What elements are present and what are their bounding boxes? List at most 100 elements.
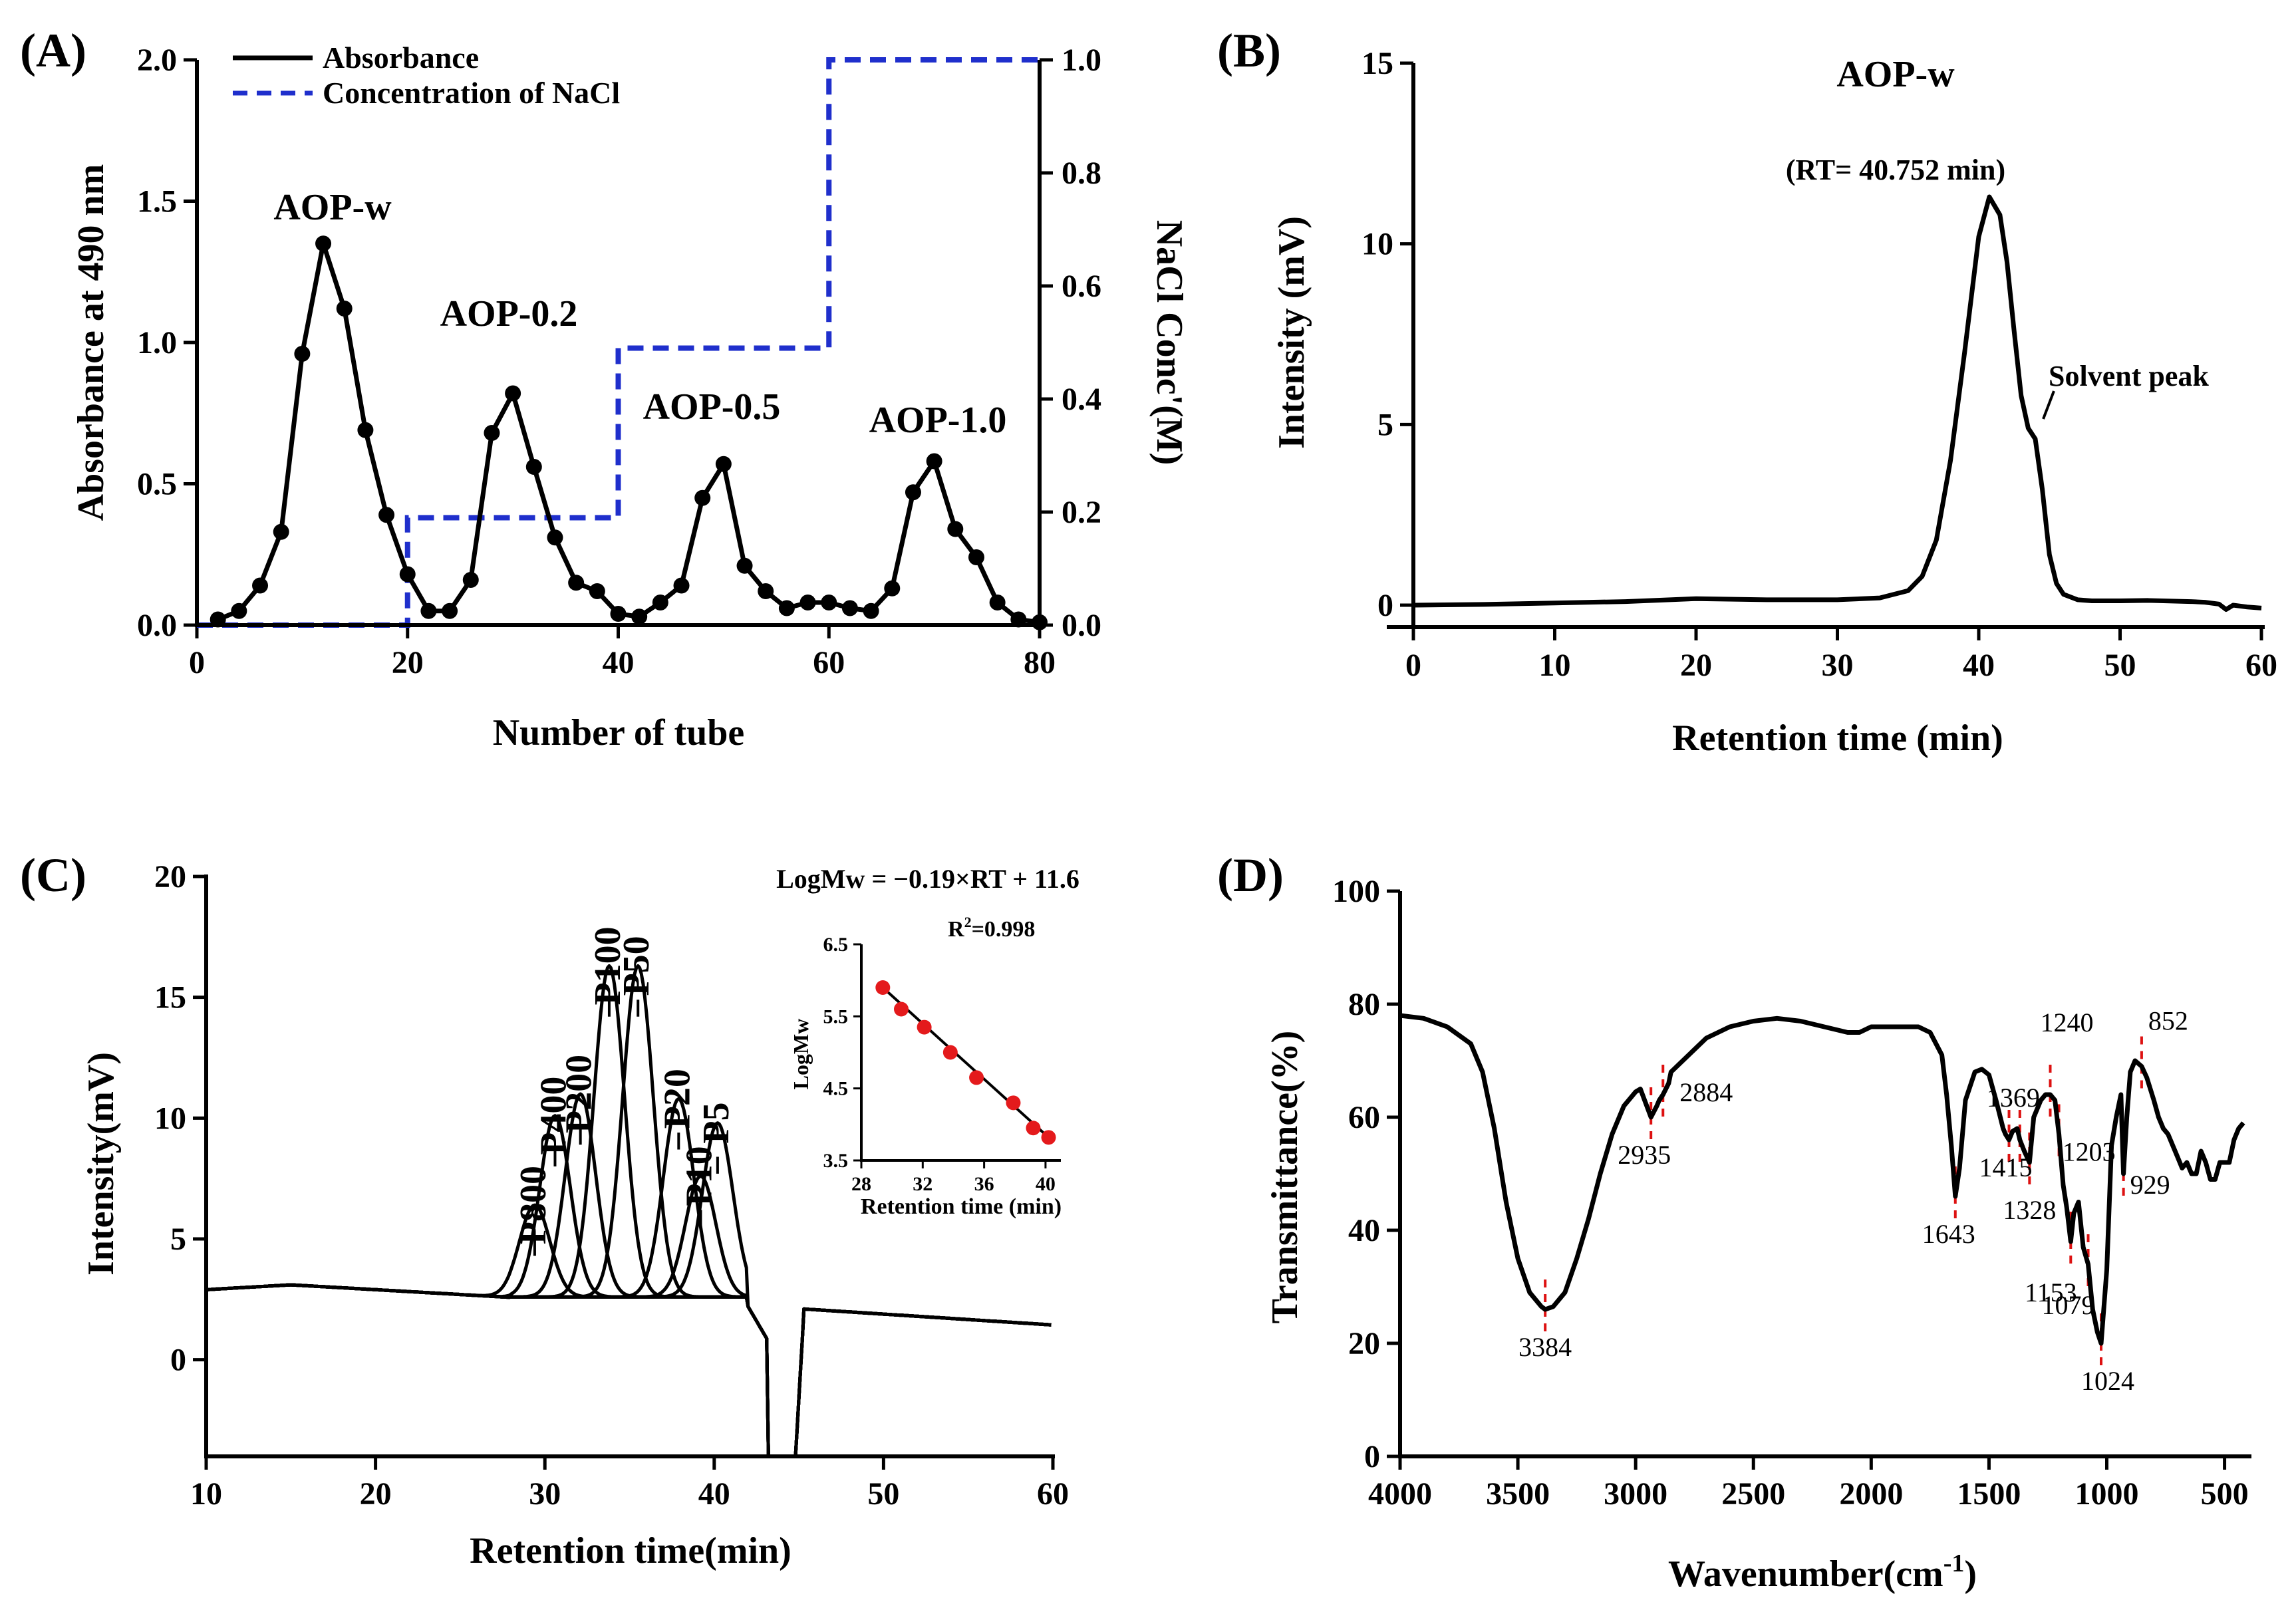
d-xtick-label: 500 (2201, 1476, 2249, 1512)
a-y2tick-label: 0.6 (1062, 269, 1101, 304)
absorbance-point (420, 603, 437, 619)
a-y2tick-label: 0.2 (1062, 495, 1101, 530)
inset-xlabel: Retention time (min) (861, 1194, 1062, 1219)
band-label-1415: 1415 (1979, 1152, 2033, 1182)
a-xtick-label: 60 (813, 645, 845, 680)
d-xtick-label: 3500 (1486, 1476, 1550, 1512)
legend-nacl-label: Concentration of NaCl (323, 76, 620, 110)
standard-label: P200 (559, 1055, 600, 1133)
absorbance-point (484, 425, 500, 441)
annotation-aop-0-5: AOP-0.5 (643, 386, 781, 428)
b-xtick-label: 0 (1405, 648, 1421, 683)
c-xtick-label: 40 (698, 1476, 730, 1512)
d-xtick-label: 3000 (1604, 1476, 1667, 1512)
b-xtick-label: 50 (2104, 648, 2136, 683)
panel-a-y2label: NaCl Conc'(M) (1149, 220, 1190, 466)
b-ytick-label: 5 (1377, 407, 1393, 442)
absorbance-point (399, 566, 416, 583)
absorbance-point (863, 603, 879, 619)
standard-curve-p5 (206, 1121, 1052, 1458)
d-xtick-label: 4000 (1368, 1476, 1432, 1512)
annotation-aop-w-b: AOP-w (1836, 54, 1955, 95)
inset-point (1041, 1130, 1056, 1145)
a-ytick-label: 1.0 (137, 325, 177, 360)
inset-xtick-label: 40 (1036, 1173, 1056, 1195)
c-ytick-label: 5 (170, 1222, 186, 1257)
a-xtick-label: 80 (1024, 645, 1056, 680)
xlabel-sup: -1 (1943, 1549, 1965, 1577)
panel-b: (B) 0 10 20 30 40 50 60 0 5 10 15 Retention time (… (1217, 24, 2277, 759)
absorbance-point (231, 603, 247, 619)
inset-point (969, 1070, 984, 1085)
inset-point (942, 1045, 958, 1060)
band-labels: 3384 2935 2884 1643 1415 1369 1328 1240 1203 1153… (1518, 1006, 2188, 1397)
b-xtick-label: 40 (1963, 648, 1995, 683)
d-ytick-label: 60 (1348, 1100, 1380, 1135)
inset-xtick-label: 36 (974, 1173, 994, 1195)
band-label-1079: 1079 (2042, 1290, 2095, 1320)
standard-label: P10 (678, 1146, 720, 1206)
c-xtick-label: 50 (867, 1476, 899, 1512)
standard-label: P800 (513, 1166, 554, 1244)
r2-prefix: R (948, 917, 964, 942)
a-xtick-label: 40 (603, 645, 635, 680)
absorbance-point (884, 580, 901, 597)
b-ytick-label: 0 (1377, 588, 1393, 623)
inset-point (1026, 1121, 1041, 1136)
inset-ytick-label: 3.5 (823, 1150, 849, 1172)
a-ytick-label: 0.0 (137, 608, 177, 643)
standard-label: P100 (587, 926, 629, 1005)
panel-d-ticks: 4000 3500 3000 2500 2000 1500 1000 500 0 20 40 60 80… (1332, 874, 2249, 1512)
annotation-solvent-peak: Solvent peak (2049, 360, 2209, 392)
c-ytick-label: 10 (154, 1101, 186, 1136)
b-xtick-label: 60 (2245, 648, 2277, 683)
absorbance-point (336, 301, 353, 317)
absorbance-point (905, 484, 921, 501)
xlabel-end: ) (1964, 1553, 1977, 1595)
band-label-1240: 1240 (2041, 1007, 2094, 1037)
band-label-1369: 1369 (1987, 1083, 2040, 1113)
absorbance-point (758, 583, 774, 599)
absorbance-point (378, 507, 395, 523)
calibration-inset: 28 32 36 40 3.5 4.5 5.5 6.5 Retention time (min… (789, 914, 1062, 1219)
aop-w-chromatogram (1413, 194, 2262, 612)
standard-label: P400 (533, 1077, 574, 1155)
standard-curves (206, 964, 1052, 1458)
c-ytick-label: 0 (170, 1343, 186, 1378)
annotation-aop-w: AOP-w (273, 187, 392, 228)
annotation-aop-1-0: AOP-1.0 (869, 400, 1007, 441)
standard-label: P5 (696, 1102, 737, 1143)
absorbance-line (217, 241, 1040, 625)
a-y2tick-label: 1.0 (1062, 43, 1101, 78)
absorbance-point (568, 575, 585, 591)
absorbance-point (462, 572, 479, 588)
b-ytick-label: 15 (1362, 46, 1393, 81)
a-y2tick-label: 0.4 (1062, 382, 1101, 417)
panel-d-label: (D) (1217, 849, 1284, 902)
band-label-3384: 3384 (1518, 1332, 1572, 1362)
absorbance-point (525, 459, 542, 475)
a-y2tick-label: 0.0 (1062, 608, 1101, 643)
r2-value: =0.998 (972, 917, 1036, 942)
band-label-1643: 1643 (1922, 1219, 1975, 1249)
absorbance-point (926, 453, 942, 470)
inset-fit-line (881, 986, 1050, 1139)
standard-curve-p800 (206, 1203, 1052, 1458)
absorbance-point (442, 603, 458, 619)
absorbance-point (610, 606, 627, 622)
panel-a-ticks: 0 20 40 60 800.00.51.01.52.00.00.20.40.60.81… (137, 43, 1101, 680)
d-ytick-label: 0 (1364, 1439, 1380, 1474)
band-label-852: 852 (2148, 1006, 2188, 1036)
inset-ticks: 28 32 36 40 3.5 4.5 5.5 6.5 (823, 934, 1056, 1195)
inset-r2: R2=0.998 (948, 914, 1035, 942)
inset-points (875, 980, 1056, 1145)
calibration-equation: LogMw = −0.19×RT + 11.6 (776, 864, 1079, 894)
annotation-aop-0-2: AOP-0.2 (440, 293, 578, 335)
annotation-rt: (RT= 40.752 min) (1786, 154, 2005, 186)
d-xtick-label: 2000 (1839, 1476, 1903, 1512)
absorbance-point (694, 489, 711, 506)
absorbance-point (315, 235, 332, 252)
absorbance-point (821, 595, 837, 610)
